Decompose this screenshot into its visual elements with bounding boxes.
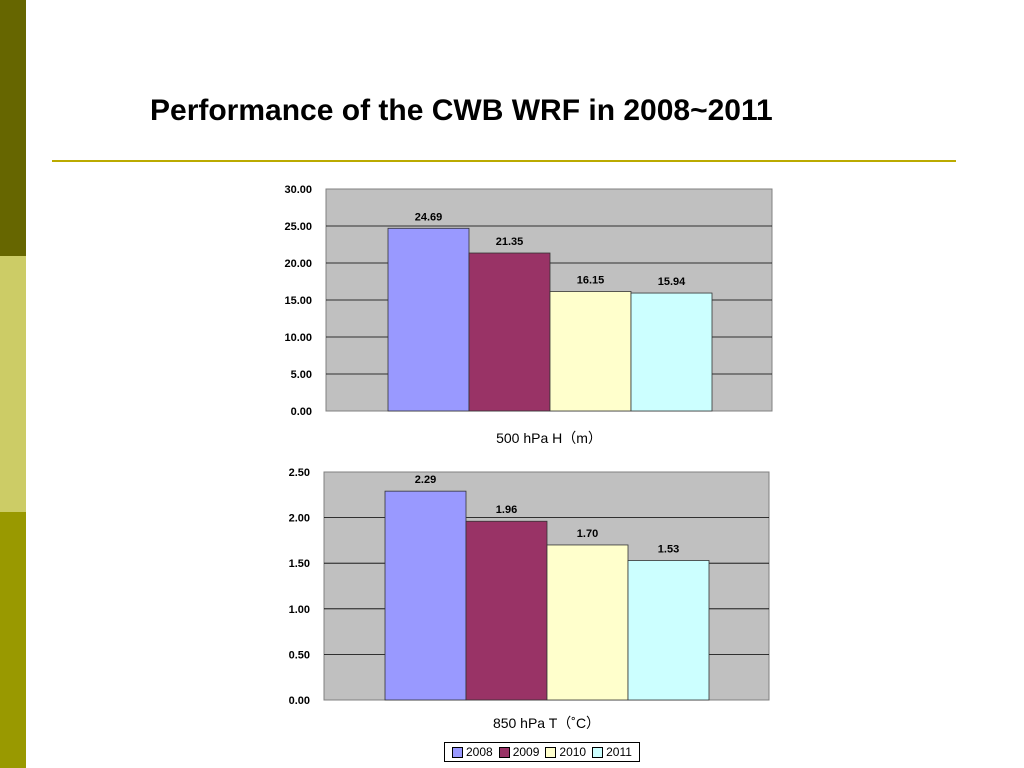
chart2-data-label-2011: 1.53: [658, 543, 679, 555]
chart2-bar-2011: [627, 560, 710, 701]
chart1-y-tick-label: 25.00: [284, 221, 312, 233]
legend-item-2010: 2010: [545, 745, 586, 759]
chart1-y-tick-label: 10.00: [284, 332, 312, 344]
chart2-bar-2008: [384, 490, 467, 701]
side-bar-middle: [0, 256, 26, 512]
legend-swatch: [452, 746, 463, 758]
chart2-x-axis-label: 850 hPa T（˚C）: [493, 715, 600, 731]
chart1-bar-2010: [549, 291, 632, 412]
legend-item-2009: 2009: [498, 745, 540, 759]
chart2-y-tick-label: 2.50: [289, 467, 310, 479]
chart2-y-tick-label: 2.00: [289, 513, 310, 525]
legend-item-2008: 2008: [452, 745, 493, 759]
chart1-x-axis-label: 500 hPa H（m）: [496, 430, 602, 446]
chart2-bar-2010: [546, 544, 629, 701]
chart2-data-label-2010: 1.70: [577, 528, 598, 540]
chart1-data-label-2008: 24.69: [415, 211, 443, 223]
chart2-y-tick-label: 0.50: [289, 649, 310, 661]
legend-swatch: [498, 746, 510, 758]
chart2-y-tick-label: 1.50: [289, 558, 310, 570]
legend-swatch: [592, 746, 604, 758]
legend-swatch: [545, 746, 557, 758]
chart1-bar-2008: [387, 227, 470, 412]
title-rule: [52, 160, 956, 162]
legend-item-2011: 2011: [592, 745, 632, 759]
chart1-y-tick-label: 5.00: [291, 369, 312, 381]
chart2-bar-2009: [465, 520, 548, 701]
legend-label: 2008: [466, 745, 493, 759]
chart2-data-label-2009: 1.96: [496, 504, 517, 516]
legend-label: 2009: [512, 745, 540, 759]
chart1-data-label-2009: 21.35: [496, 236, 524, 248]
chart1-y-tick-label: 20.00: [284, 258, 312, 270]
chart1-y-tick-label: 30.00: [284, 184, 312, 196]
chart1-y-tick-label: 15.00: [284, 295, 312, 307]
legend-label: 2010: [559, 745, 587, 759]
slide-title: Performance of the CWB WRF in 2008~2011: [150, 94, 773, 127]
legend-label: 2011: [606, 745, 632, 759]
chart1-data-label-2010: 16.15: [577, 274, 605, 286]
chart1-bar-2009: [468, 252, 551, 412]
side-bar-bottom: [0, 512, 26, 768]
chart2-data-label-2008: 2.29: [415, 474, 436, 486]
chart2-y-tick-label: 0.00: [289, 695, 310, 707]
chart1-y-tick-label: 0.00: [291, 406, 312, 418]
side-bar-top: [0, 0, 26, 256]
chart2-y-tick-label: 1.00: [289, 604, 310, 616]
chart-legend: 2008 2009 2010 2011: [444, 742, 640, 762]
chart1-data-label-2011: 15.94: [658, 276, 686, 288]
chart1-bar-2011: [630, 292, 713, 412]
